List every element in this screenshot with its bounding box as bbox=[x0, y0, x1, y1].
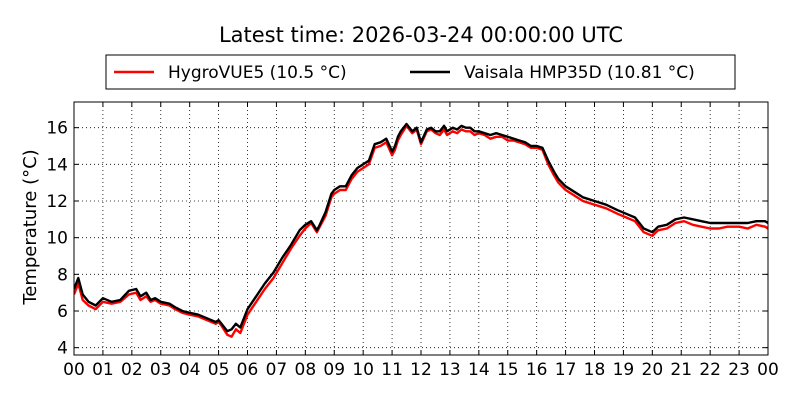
series-line-hygrovue5 bbox=[74, 124, 768, 338]
legend-label-hygrovue5: HygroVUE5 (10.5 °C) bbox=[168, 63, 347, 83]
x-tick-label: 15 bbox=[497, 360, 519, 380]
series-layer bbox=[74, 122, 768, 338]
x-tick-label: 22 bbox=[699, 360, 721, 380]
x-tick-label: 12 bbox=[410, 360, 432, 380]
x-tick-label: 00 bbox=[757, 360, 779, 380]
x-tick-label: 05 bbox=[208, 360, 230, 380]
x-tick-label: 08 bbox=[295, 360, 317, 380]
x-tick-label: 23 bbox=[728, 360, 750, 380]
y-tick-label: 6 bbox=[57, 302, 68, 322]
y-tick-label: 4 bbox=[57, 339, 68, 359]
x-tick-label: 11 bbox=[381, 360, 403, 380]
x-tick-label: 19 bbox=[613, 360, 635, 380]
x-tick-label: 16 bbox=[526, 360, 548, 380]
y-axis-label: Temperature (°C) bbox=[20, 149, 41, 305]
y-tick-label: 14 bbox=[46, 155, 68, 175]
ticks: 00 01 02 03 04 05 06 07 08 09 10 11 12 13 14 15 16 17 18 19… bbox=[46, 102, 779, 380]
y-tick-label: 10 bbox=[46, 229, 68, 249]
x-tick-label: 17 bbox=[555, 360, 577, 380]
x-tick-label: 04 bbox=[179, 360, 201, 380]
series-line-vaisala-hmp35d bbox=[74, 122, 768, 333]
x-tick-label: 07 bbox=[266, 360, 288, 380]
x-tick-label: 03 bbox=[150, 360, 172, 380]
x-tick-label: 13 bbox=[439, 360, 461, 380]
x-tick-label: 09 bbox=[323, 360, 345, 380]
legend-label-vaisala: Vaisala HMP35D (10.81 °C) bbox=[464, 63, 695, 83]
x-tick-label: 10 bbox=[352, 360, 374, 380]
x-tick-label: 20 bbox=[642, 360, 664, 380]
x-tick-label: 00 bbox=[63, 360, 85, 380]
x-tick-label: 01 bbox=[92, 360, 114, 380]
x-tick-label: 06 bbox=[237, 360, 259, 380]
x-tick-label: 02 bbox=[121, 360, 143, 380]
legend: HygroVUE5 (10.5 °C) Vaisala HMP35D (10.8… bbox=[105, 54, 736, 90]
chart-title: Latest time: 2026-03-24 00:00:00 UTC bbox=[219, 23, 623, 47]
x-tick-label: 18 bbox=[584, 360, 606, 380]
x-tick-label: 14 bbox=[468, 360, 490, 380]
y-tick-label: 12 bbox=[46, 192, 68, 212]
y-tick-label: 8 bbox=[57, 265, 68, 285]
x-tick-label: 21 bbox=[670, 360, 692, 380]
y-tick-label: 16 bbox=[46, 119, 68, 139]
